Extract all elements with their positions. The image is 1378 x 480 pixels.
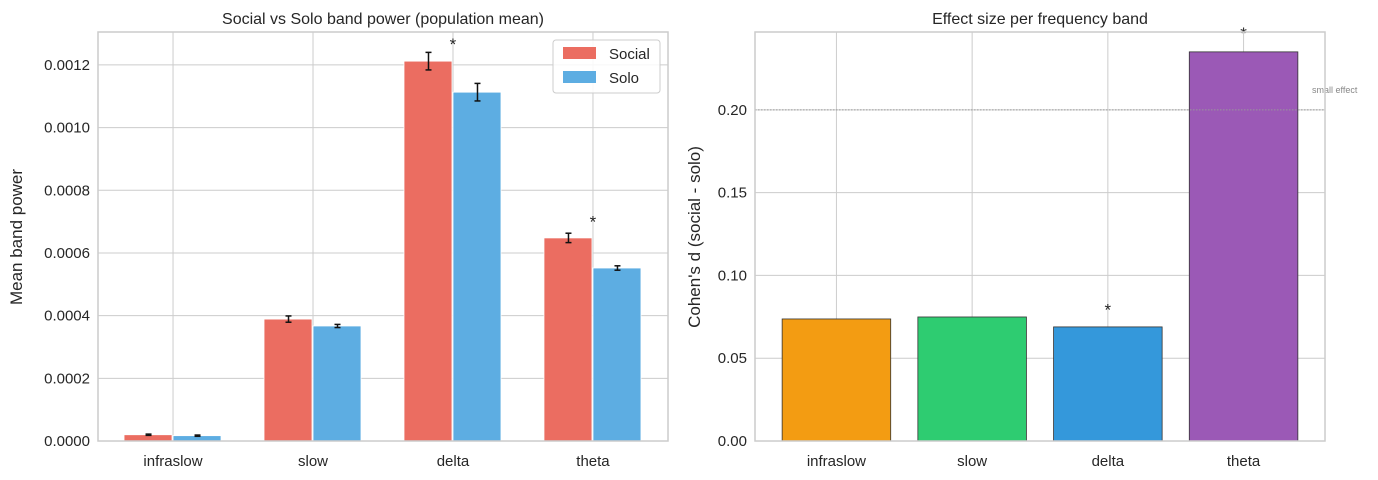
x-tick-label: delta — [1092, 453, 1125, 470]
significance-star: * — [1105, 301, 1112, 320]
bar-solo — [452, 91, 502, 442]
bar-delta — [1053, 326, 1163, 442]
x-tick-label: theta — [576, 453, 610, 470]
bar-social — [403, 60, 453, 442]
plot-frame — [754, 31, 1326, 442]
x-tick-label: delta — [437, 453, 470, 470]
y-tick-label: 0.0008 — [44, 182, 90, 199]
y-tick-label: 0.05 — [718, 350, 747, 367]
bar-social — [543, 237, 593, 442]
legend-swatch — [563, 47, 596, 59]
bar-theta — [1188, 51, 1299, 442]
effect-size-chart: Effect size per frequency band Cohen's d… — [685, 11, 1358, 470]
y-tick-label: 0.15 — [718, 185, 747, 202]
bar-solo — [592, 267, 642, 442]
plot-frame — [97, 31, 669, 442]
significance-star: * — [1240, 24, 1247, 43]
y-tick-label: 0.0002 — [44, 370, 90, 387]
legend-label: Solo — [609, 70, 639, 87]
y-axis-label: Cohen's d (social - solo) — [685, 146, 704, 328]
x-tick-label: slow — [298, 453, 328, 470]
legend-swatch — [563, 71, 596, 83]
bar-social — [263, 318, 313, 442]
significance-star: * — [450, 35, 457, 54]
y-tick-label: 0.0010 — [44, 120, 90, 137]
y-axis-label: Mean band power — [7, 169, 26, 305]
y-tick-label: 0.0006 — [44, 245, 90, 262]
y-tick-label: 0.00 — [718, 433, 747, 450]
x-tick-label: infraslow — [807, 453, 866, 470]
y-tick-label: 0.0012 — [44, 57, 90, 74]
y-tick-label: 0.10 — [718, 267, 747, 284]
y-tick-label: 0.0000 — [44, 433, 90, 450]
x-tick-label: infraslow — [143, 453, 202, 470]
x-tick-label: theta — [1227, 453, 1261, 470]
reference-line-label: small effect — [1312, 85, 1358, 95]
bar-solo — [312, 325, 362, 442]
legend-label: Social — [609, 46, 650, 63]
bar-slow — [917, 316, 1027, 442]
chart-title: Effect size per frequency band — [932, 11, 1148, 28]
y-tick-label: 0.0004 — [44, 308, 90, 325]
band-power-chart: Social vs Solo band power (population me… — [7, 11, 669, 470]
bar-infraslow — [781, 318, 892, 442]
x-tick-label: slow — [957, 453, 987, 470]
y-tick-label: 0.20 — [718, 102, 747, 119]
legend: Social Solo — [552, 39, 661, 94]
chart-title: Social vs Solo band power (population me… — [222, 11, 544, 28]
significance-star: * — [590, 212, 597, 231]
